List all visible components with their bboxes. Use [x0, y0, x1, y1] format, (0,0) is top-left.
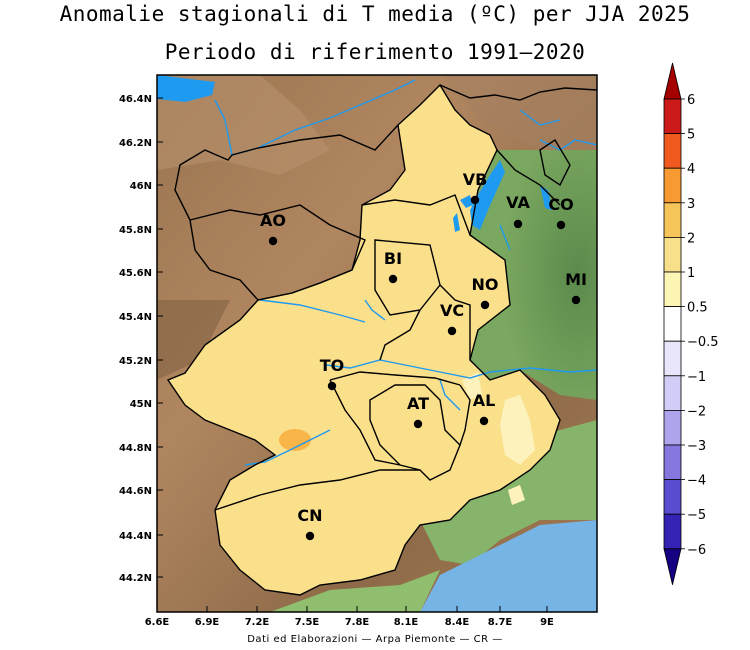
y-tick-label: 44.2N — [119, 573, 152, 584]
map-subtitle: Periodo di riferimento 1991—2020 — [164, 40, 586, 64]
colorbar-label: −3 — [687, 439, 706, 454]
anomaly-area-1-2 — [279, 429, 311, 451]
colorbar-label: 5 — [687, 128, 695, 143]
colorbar-segment — [663, 409, 682, 446]
lake-geneva — [157, 75, 215, 102]
colorbar-label: −4 — [687, 474, 706, 489]
colorbar-label: 3 — [687, 197, 695, 212]
colorbar-label: 4 — [687, 162, 695, 177]
colorbar-label: 0.5 — [687, 301, 708, 316]
colorbar-segment — [663, 513, 682, 550]
colorbar-segment — [663, 306, 682, 342]
y-tick-label: 45.4N — [119, 312, 152, 323]
x-tick-label: 8.4E — [445, 617, 470, 628]
x-tick-label: 6.9E — [195, 617, 220, 628]
city-marker-cn — [305, 531, 315, 541]
colorbar-label: −1 — [687, 370, 706, 385]
city-label-va: VA — [506, 193, 530, 212]
colorbar-top-arrow — [663, 62, 682, 100]
colorbar-bottom-arrow — [663, 548, 682, 585]
city-label-bi: BI — [384, 249, 402, 268]
colorbar-segment — [663, 479, 682, 515]
colorbar-segment — [663, 202, 682, 238]
colorbar-segment — [663, 444, 682, 480]
city-marker-al — [479, 416, 489, 426]
city-label-to: TO — [320, 356, 345, 375]
y-tick-label: 45.2N — [119, 356, 152, 367]
apennine-foothills — [420, 420, 597, 565]
colorbar-label: −5 — [687, 508, 706, 523]
city-label-co: CO — [548, 195, 573, 214]
city-marker-va — [513, 219, 523, 229]
colorbar-segment — [663, 375, 682, 411]
colorbar: 6 5 4 3 2 1 0.5 −0.5 −1 −2 −3 −4 −5 −6 — [663, 62, 719, 585]
city-marker-no — [480, 300, 490, 310]
colorbar-segment — [663, 271, 682, 307]
y-tick-label: 45.6N — [119, 268, 152, 279]
city-marker-at — [413, 419, 423, 429]
y-tick-label: 45N — [130, 399, 152, 410]
admin-boundaries — [166, 83, 597, 596]
city-marker-to — [327, 381, 337, 391]
city-label-ao: AO — [260, 211, 286, 230]
colorbar-segment — [663, 340, 682, 377]
x-tick-label: 8.7E — [488, 617, 513, 628]
colorbar-label: 2 — [687, 231, 695, 246]
city-marker-ao — [268, 236, 278, 246]
credit-line: Dati ed Elaborazioni — Arpa Piemonte — C… — [247, 634, 503, 645]
city-label-vc: VC — [440, 301, 464, 320]
map-frame — [156, 74, 598, 613]
city-label-mi: MI — [565, 270, 587, 289]
colorbar-label: −0.5 — [687, 335, 719, 350]
city-marker-vc — [447, 326, 457, 336]
city-label-at: AT — [407, 394, 429, 413]
axis-layer: 6.6E 6.9E 7.2E 7.5E 7.8E 8.1E 8.4E 8.7E 9E 46.4N 4… — [119, 94, 554, 628]
colorbar-label: 1 — [687, 266, 695, 281]
x-tick-label: 7.8E — [345, 617, 370, 628]
map-title: Anomalie stagionali di T media (ºC) per … — [59, 2, 691, 26]
y-tick-label: 45.8N — [119, 225, 152, 236]
y-tick-label: 44.6N — [119, 486, 152, 497]
x-tick-label: 8.1E — [394, 617, 419, 628]
lake-maggiore — [470, 160, 505, 230]
y-tick-label: 46.4N — [119, 94, 152, 105]
y-tick-label: 46.2N — [119, 138, 152, 149]
city-label-no: NO — [472, 275, 499, 294]
lowland-plain — [470, 150, 597, 400]
colorbar-label: −6 — [687, 543, 706, 558]
y-tick-label: 44.4N — [119, 531, 152, 542]
x-tick-label: 6.6E — [145, 617, 170, 628]
ligurian-sea — [420, 520, 597, 612]
colorbar-label: 6 — [687, 93, 695, 108]
city-marker-co — [556, 220, 566, 230]
x-tick-label: 7.2E — [245, 617, 270, 628]
city-label-cn: CN — [297, 506, 322, 525]
city-label-vb: VB — [463, 170, 488, 189]
colorbar-segment — [663, 236, 682, 273]
city-marker-bi — [388, 274, 398, 284]
y-tick-label: 46N — [130, 181, 152, 192]
colorbar-segment — [663, 133, 682, 169]
y-tick-label: 44.8N — [119, 443, 152, 454]
city-marker-mi — [571, 295, 581, 305]
colorbar-segment — [663, 167, 682, 204]
city-marker-vb — [470, 195, 480, 205]
x-tick-label: 9E — [540, 617, 554, 628]
colorbar-label: −2 — [687, 404, 706, 419]
city-label-al: AL — [473, 391, 496, 410]
x-tick-label: 7.5E — [295, 617, 320, 628]
colorbar-segment — [663, 98, 682, 134]
cities-layer: VB VA CO AO BI NO MI VC TO AT AL CN — [260, 170, 587, 541]
